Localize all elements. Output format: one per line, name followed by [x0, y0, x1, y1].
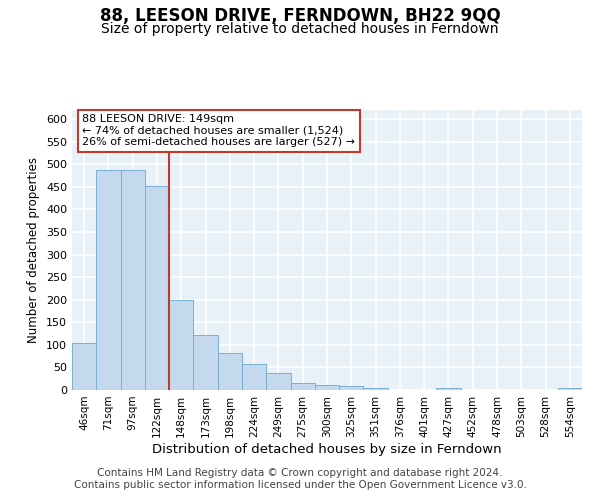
Bar [339, 386, 364, 390]
Text: 88 LEESON DRIVE: 149sqm
← 74% of detached houses are smaller (1,524)
26% of semi: 88 LEESON DRIVE: 149sqm ← 74% of detache… [82, 114, 355, 148]
Bar [96, 170, 121, 390]
Bar [72, 342, 96, 390]
Bar [364, 388, 388, 390]
Bar [558, 388, 582, 390]
Bar [315, 386, 339, 390]
Text: Contains HM Land Registry data © Crown copyright and database right 2024.: Contains HM Land Registry data © Crown c… [97, 468, 503, 477]
Bar [121, 170, 145, 390]
Text: Size of property relative to detached houses in Ferndown: Size of property relative to detached ho… [101, 22, 499, 36]
Bar [290, 383, 315, 390]
Y-axis label: Number of detached properties: Number of detached properties [28, 157, 40, 343]
Bar [266, 374, 290, 390]
Text: 88, LEESON DRIVE, FERNDOWN, BH22 9QQ: 88, LEESON DRIVE, FERNDOWN, BH22 9QQ [100, 8, 500, 26]
Bar [145, 186, 169, 390]
Bar [218, 353, 242, 390]
Bar [169, 300, 193, 390]
Bar [193, 335, 218, 390]
Text: Distribution of detached houses by size in Ferndown: Distribution of detached houses by size … [152, 442, 502, 456]
Bar [242, 364, 266, 390]
Bar [436, 388, 461, 390]
Text: Contains public sector information licensed under the Open Government Licence v3: Contains public sector information licen… [74, 480, 526, 490]
